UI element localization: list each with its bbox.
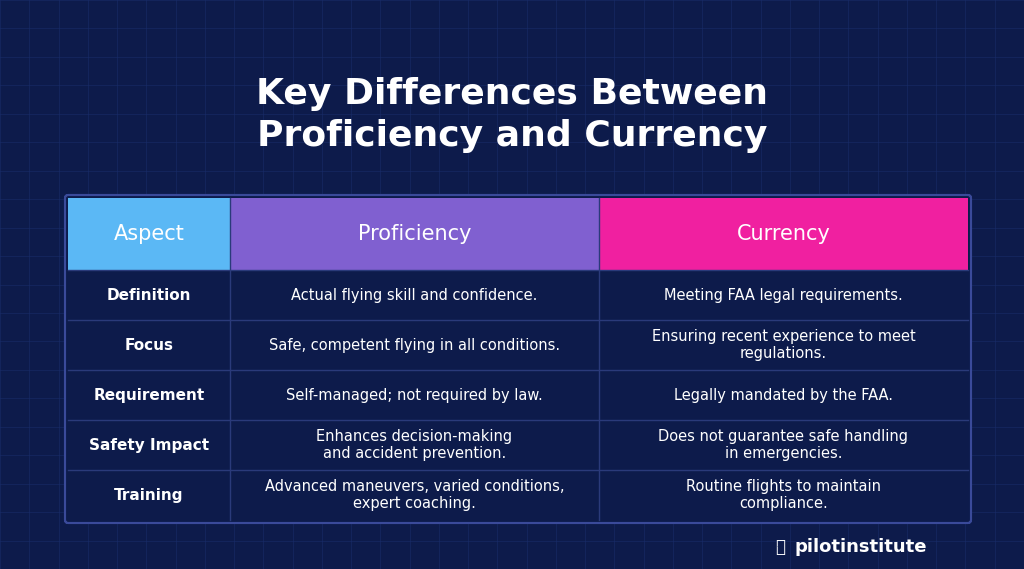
Text: Requirement: Requirement bbox=[93, 387, 205, 402]
Text: ✦: ✦ bbox=[777, 544, 783, 550]
Text: Proficiency: Proficiency bbox=[357, 224, 471, 244]
Text: Legally mandated by the FAA.: Legally mandated by the FAA. bbox=[674, 387, 893, 402]
Text: Safety Impact: Safety Impact bbox=[89, 438, 209, 452]
Bar bbox=[68, 198, 230, 270]
Text: pilotinstitute: pilotinstitute bbox=[794, 538, 927, 556]
Text: Aspect: Aspect bbox=[114, 224, 184, 244]
Text: Ensuring recent experience to meet
regulations.: Ensuring recent experience to meet regul… bbox=[651, 329, 915, 361]
Text: Meeting FAA legal requirements.: Meeting FAA legal requirements. bbox=[665, 287, 903, 303]
Bar bbox=[599, 198, 968, 270]
Text: Currency: Currency bbox=[736, 224, 830, 244]
Bar bbox=[230, 198, 599, 270]
Text: Focus: Focus bbox=[125, 337, 173, 353]
Text: Routine flights to maintain
compliance.: Routine flights to maintain compliance. bbox=[686, 479, 881, 511]
Text: 🛡: 🛡 bbox=[775, 538, 785, 556]
Text: Training: Training bbox=[115, 488, 183, 502]
Text: Definition: Definition bbox=[106, 287, 191, 303]
Text: Self-managed; not required by law.: Self-managed; not required by law. bbox=[286, 387, 543, 402]
FancyBboxPatch shape bbox=[65, 195, 971, 523]
Text: Enhances decision-making
and accident prevention.: Enhances decision-making and accident pr… bbox=[316, 429, 513, 461]
Text: Safe, competent flying in all conditions.: Safe, competent flying in all conditions… bbox=[269, 337, 560, 353]
Text: Key Differences Between
Proficiency and Currency: Key Differences Between Proficiency and … bbox=[256, 77, 768, 153]
Text: Actual flying skill and confidence.: Actual flying skill and confidence. bbox=[291, 287, 538, 303]
Text: Does not guarantee safe handling
in emergencies.: Does not guarantee safe handling in emer… bbox=[658, 429, 908, 461]
Text: Advanced maneuvers, varied conditions,
expert coaching.: Advanced maneuvers, varied conditions, e… bbox=[265, 479, 564, 511]
